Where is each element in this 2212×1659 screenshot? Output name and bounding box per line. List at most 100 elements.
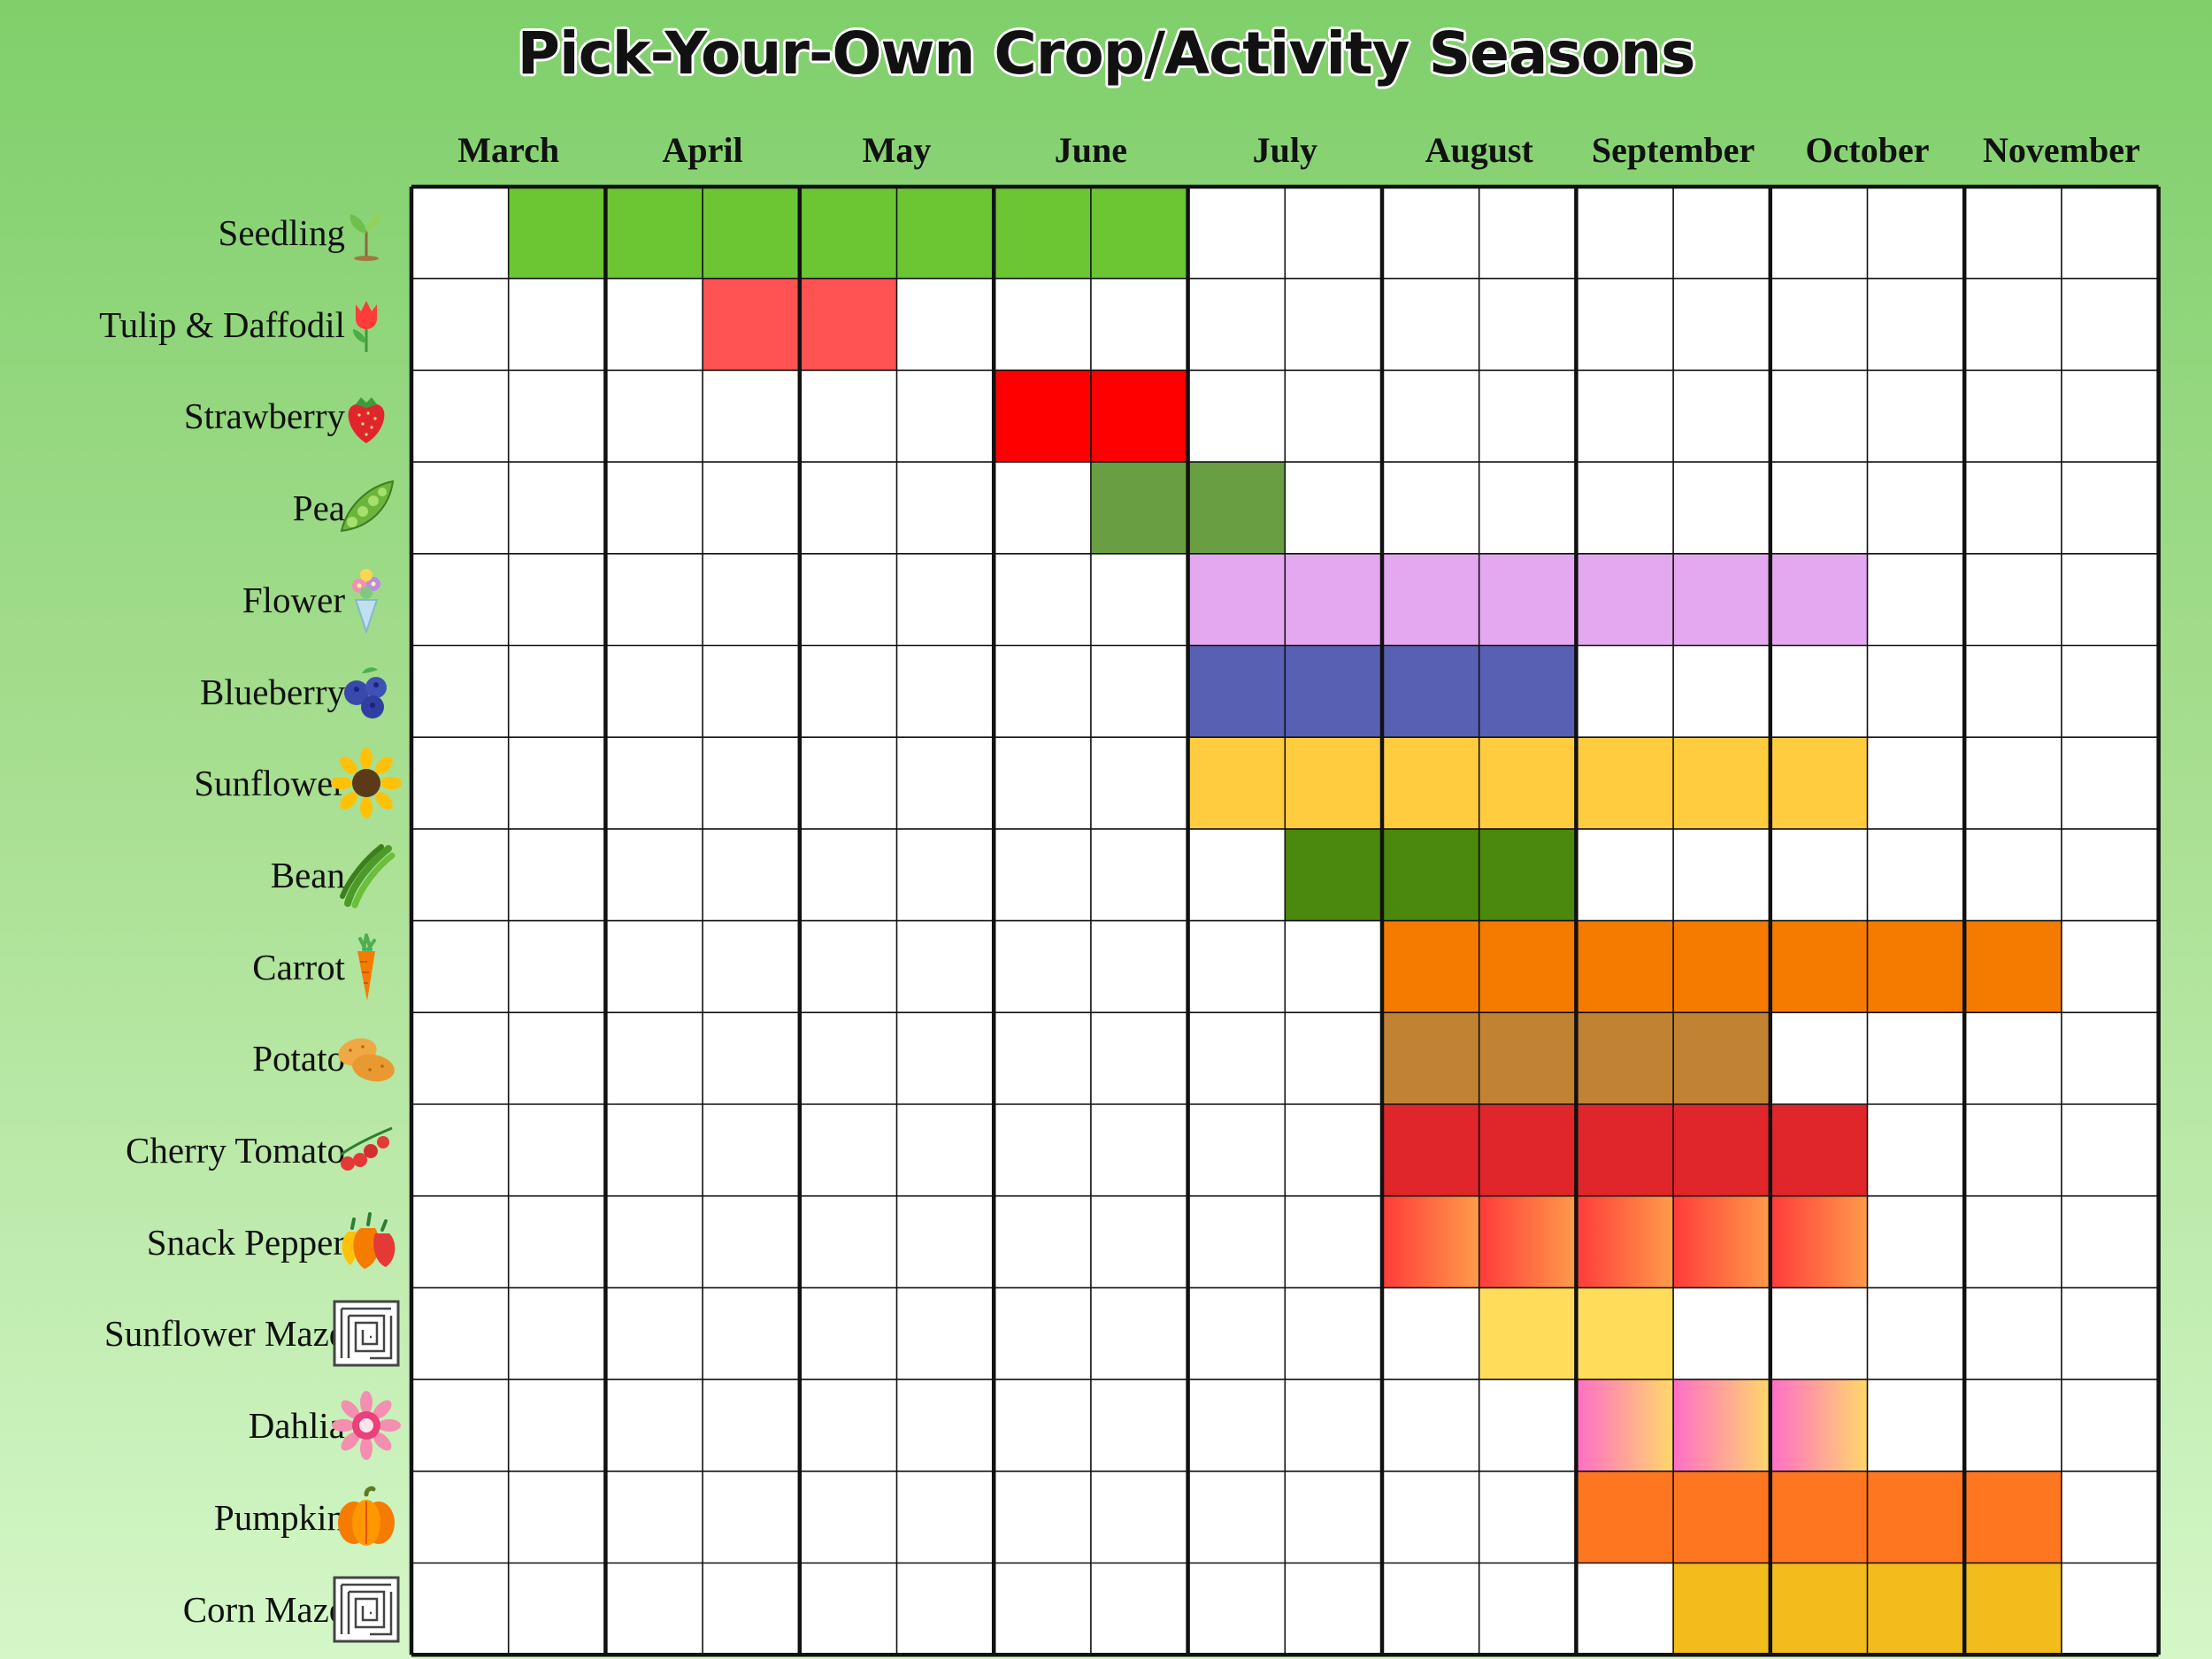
season-cell bbox=[1187, 645, 1286, 738]
season-cell bbox=[1964, 1563, 2062, 1655]
season-cell bbox=[1382, 553, 1479, 646]
season-cell bbox=[1673, 1195, 1770, 1288]
season-cell bbox=[1770, 737, 1868, 829]
season-cell bbox=[1673, 1104, 1770, 1196]
month-label: July bbox=[1252, 130, 1317, 170]
season-cell bbox=[1673, 1563, 1770, 1655]
season-cell bbox=[703, 187, 800, 279]
season-cell bbox=[1673, 1379, 1770, 1471]
season-cell bbox=[1770, 1104, 1868, 1196]
season-cell bbox=[1382, 737, 1479, 829]
tulip-icon bbox=[327, 279, 405, 371]
season-cell bbox=[799, 187, 897, 279]
row-label: Pumpkin bbox=[213, 1496, 345, 1538]
season-cell bbox=[1285, 828, 1382, 921]
season-cell bbox=[703, 278, 800, 371]
month-label: October bbox=[1805, 130, 1930, 170]
row-label: Carrot bbox=[252, 946, 345, 987]
season-cell bbox=[1382, 1104, 1479, 1196]
carrot-icon bbox=[327, 921, 405, 1013]
season-cell bbox=[1576, 920, 1674, 1013]
green-bean-icon bbox=[327, 829, 405, 921]
month-label: March bbox=[457, 130, 560, 170]
pepper-icon bbox=[327, 1196, 405, 1288]
sunflower-icon bbox=[327, 737, 405, 829]
season-cell bbox=[1673, 920, 1770, 1013]
season-cell bbox=[1770, 1379, 1868, 1471]
potato-icon bbox=[327, 1012, 405, 1104]
row-label: Flower bbox=[242, 579, 345, 620]
month-label: April bbox=[662, 130, 743, 170]
season-cell bbox=[1576, 1379, 1674, 1471]
season-cell bbox=[1576, 1287, 1674, 1380]
season-cell bbox=[1576, 1104, 1674, 1196]
season-cell bbox=[1479, 737, 1577, 829]
season-cell bbox=[994, 187, 1091, 279]
season-cell bbox=[1964, 1471, 2062, 1563]
season-cell bbox=[1187, 462, 1286, 554]
row-label: Sunflower Maze bbox=[104, 1313, 345, 1355]
season-cell bbox=[1479, 1287, 1577, 1380]
row-label: Dahlia bbox=[248, 1405, 345, 1447]
row-label: Tulip & Daffodil bbox=[99, 303, 345, 345]
pea-pod-icon bbox=[327, 462, 405, 554]
flower-bouquet-icon bbox=[327, 554, 405, 646]
season-cell bbox=[1187, 737, 1286, 829]
season-cell bbox=[1382, 645, 1479, 738]
season-cell bbox=[508, 187, 606, 279]
blueberry-icon bbox=[327, 646, 405, 738]
season-cell bbox=[1090, 187, 1188, 279]
row-label: Corn Maze bbox=[182, 1588, 345, 1630]
chart-title: Pick-Your-Own Crop/Activity Seasons bbox=[517, 19, 1696, 88]
season-cell bbox=[1285, 553, 1382, 646]
season-cell bbox=[1770, 1195, 1868, 1288]
season-cell bbox=[1479, 1104, 1577, 1196]
season-cell bbox=[1285, 645, 1382, 738]
season-cell bbox=[1479, 1195, 1577, 1288]
season-cell bbox=[1090, 462, 1188, 554]
maze-icon bbox=[327, 1563, 405, 1655]
season-cell bbox=[1867, 920, 1965, 1013]
season-cell bbox=[799, 278, 897, 371]
season-cell bbox=[1382, 920, 1479, 1013]
season-cell bbox=[1382, 1012, 1479, 1104]
row-label: Potato bbox=[252, 1038, 345, 1079]
season-cell bbox=[1673, 553, 1770, 646]
row-label: Strawberry bbox=[183, 396, 345, 437]
dahlia-icon bbox=[327, 1379, 405, 1471]
season-cell bbox=[1479, 645, 1577, 738]
season-cell bbox=[896, 187, 995, 279]
month-label: September bbox=[1591, 130, 1755, 170]
row-label: Cherry Tomato bbox=[125, 1130, 345, 1171]
season-cell bbox=[1770, 553, 1868, 646]
season-cell bbox=[1479, 553, 1577, 646]
season-cell bbox=[1964, 920, 2062, 1013]
season-cell bbox=[1770, 920, 1868, 1013]
season-cell bbox=[1867, 1563, 1965, 1655]
row-label: Bean bbox=[270, 854, 345, 895]
month-label: August bbox=[1425, 130, 1533, 170]
maze-icon bbox=[327, 1287, 405, 1379]
season-cell bbox=[1187, 553, 1286, 646]
season-cell bbox=[1576, 737, 1674, 829]
row-label: Seedling bbox=[218, 212, 345, 253]
row-label: Snack Pepper bbox=[146, 1221, 345, 1263]
season-cell bbox=[1576, 553, 1674, 646]
season-cell bbox=[1479, 920, 1577, 1013]
season-cell bbox=[1770, 1471, 1868, 1563]
season-cell bbox=[605, 187, 703, 279]
season-cell bbox=[1673, 1012, 1770, 1104]
season-cell bbox=[1770, 1563, 1868, 1655]
season-cell bbox=[1382, 828, 1479, 921]
cherry-tomato-icon bbox=[327, 1104, 405, 1196]
season-cell bbox=[1285, 737, 1382, 829]
season-cell bbox=[1479, 828, 1577, 921]
season-cell bbox=[1382, 1195, 1479, 1288]
season-cell bbox=[1576, 1012, 1674, 1104]
pumpkin-icon bbox=[327, 1471, 405, 1563]
season-cell bbox=[1576, 1195, 1674, 1288]
month-label: June bbox=[1054, 130, 1127, 170]
row-label: Blueberry bbox=[200, 671, 345, 712]
month-label: May bbox=[862, 130, 932, 170]
seedling-icon bbox=[327, 187, 405, 279]
